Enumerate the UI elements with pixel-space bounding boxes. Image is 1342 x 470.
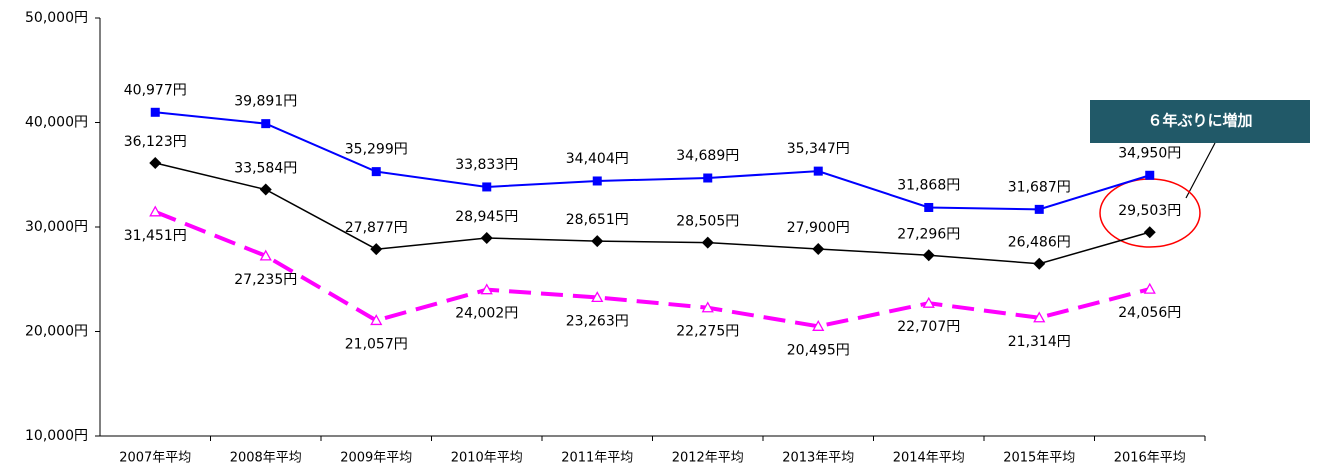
marker [701, 236, 714, 249]
data-label: 39,891円 [234, 94, 297, 110]
data-label: 34,950円 [1118, 145, 1181, 161]
x-tick-label: 2008年平均 [230, 451, 302, 466]
marker [370, 314, 383, 326]
marker [1034, 204, 1044, 214]
data-label: 26,486円 [1008, 235, 1071, 251]
marker [370, 243, 383, 256]
x-tick-label: 2013年平均 [782, 451, 854, 466]
marker [1143, 282, 1156, 294]
x-tick-label: 2015年平均 [1003, 451, 1075, 466]
data-label: 21,057円 [345, 336, 408, 352]
data-label: 22,275円 [676, 324, 739, 340]
marker [259, 183, 272, 196]
marker [1033, 257, 1046, 270]
y-tick-label: 40,000円 [25, 115, 88, 131]
marker [812, 242, 825, 255]
data-label: 21,314円 [1008, 334, 1071, 350]
marker [701, 301, 714, 313]
marker [703, 173, 713, 183]
data-label: 34,404円 [566, 151, 629, 167]
series-line [154, 209, 1151, 329]
marker [482, 182, 492, 192]
data-label: 27,296円 [897, 226, 960, 242]
data-label: 29,503円 [1118, 203, 1181, 219]
marker [591, 235, 604, 248]
data-label: 28,651円 [566, 212, 629, 228]
y-tick-label: 50,000円 [25, 10, 88, 26]
annotation-box [1090, 100, 1310, 143]
marker [259, 249, 272, 261]
marker [261, 119, 271, 129]
data-label: 28,945円 [455, 209, 518, 225]
data-label: 40,977円 [124, 82, 187, 98]
marker [591, 291, 604, 303]
data-label: 23,263円 [566, 313, 629, 329]
x-tick-label: 2014年平均 [893, 451, 965, 466]
marker [480, 283, 493, 295]
marker [1145, 170, 1155, 180]
y-tick-label: 30,000円 [25, 219, 88, 235]
marker [1143, 226, 1156, 239]
y-tick-label: 20,000円 [25, 324, 88, 340]
callout-line [1185, 142, 1216, 199]
x-tick-label: 2007年平均 [119, 451, 191, 466]
data-label: 33,584円 [234, 161, 297, 177]
data-label: 33,833円 [455, 157, 518, 173]
y-tick-label: 10,000円 [25, 428, 88, 444]
marker [1033, 311, 1046, 323]
series-line [155, 162, 1150, 265]
data-label: 35,347円 [787, 141, 850, 157]
marker [149, 205, 162, 217]
marker [149, 157, 162, 170]
marker [592, 176, 602, 186]
data-label: 27,900円 [787, 220, 850, 236]
x-tick-label: 2016年平均 [1114, 451, 1186, 466]
marker [924, 202, 934, 212]
data-label: 31,687円 [1008, 179, 1071, 195]
x-tick-label: 2011年平均 [561, 451, 633, 466]
data-label: 24,056円 [1118, 305, 1181, 321]
data-label: 28,505円 [676, 214, 739, 230]
marker [922, 249, 935, 262]
data-label: 22,707円 [897, 319, 960, 335]
data-label: 35,299円 [345, 142, 408, 158]
data-label: 31,868円 [897, 177, 960, 193]
marker [922, 296, 935, 308]
data-label: 24,002円 [455, 306, 518, 322]
series-line [155, 111, 1151, 211]
data-label: 27,877円 [345, 220, 408, 236]
annotation: ６年ぶりに増加 [1147, 112, 1252, 130]
marker [150, 107, 160, 117]
marker [812, 319, 825, 331]
marker [371, 167, 381, 177]
x-tick-label: 2009年平均 [340, 451, 412, 466]
data-label: 31,451円 [124, 228, 187, 244]
x-tick-label: 2010年平均 [451, 451, 523, 466]
data-label: 34,689円 [676, 148, 739, 164]
data-label: 20,495円 [787, 342, 850, 358]
data-label: 36,123円 [124, 134, 187, 150]
data-label: 27,235円 [234, 272, 297, 288]
marker [813, 166, 823, 176]
x-tick-label: 2012年平均 [672, 451, 744, 466]
marker [480, 232, 493, 245]
